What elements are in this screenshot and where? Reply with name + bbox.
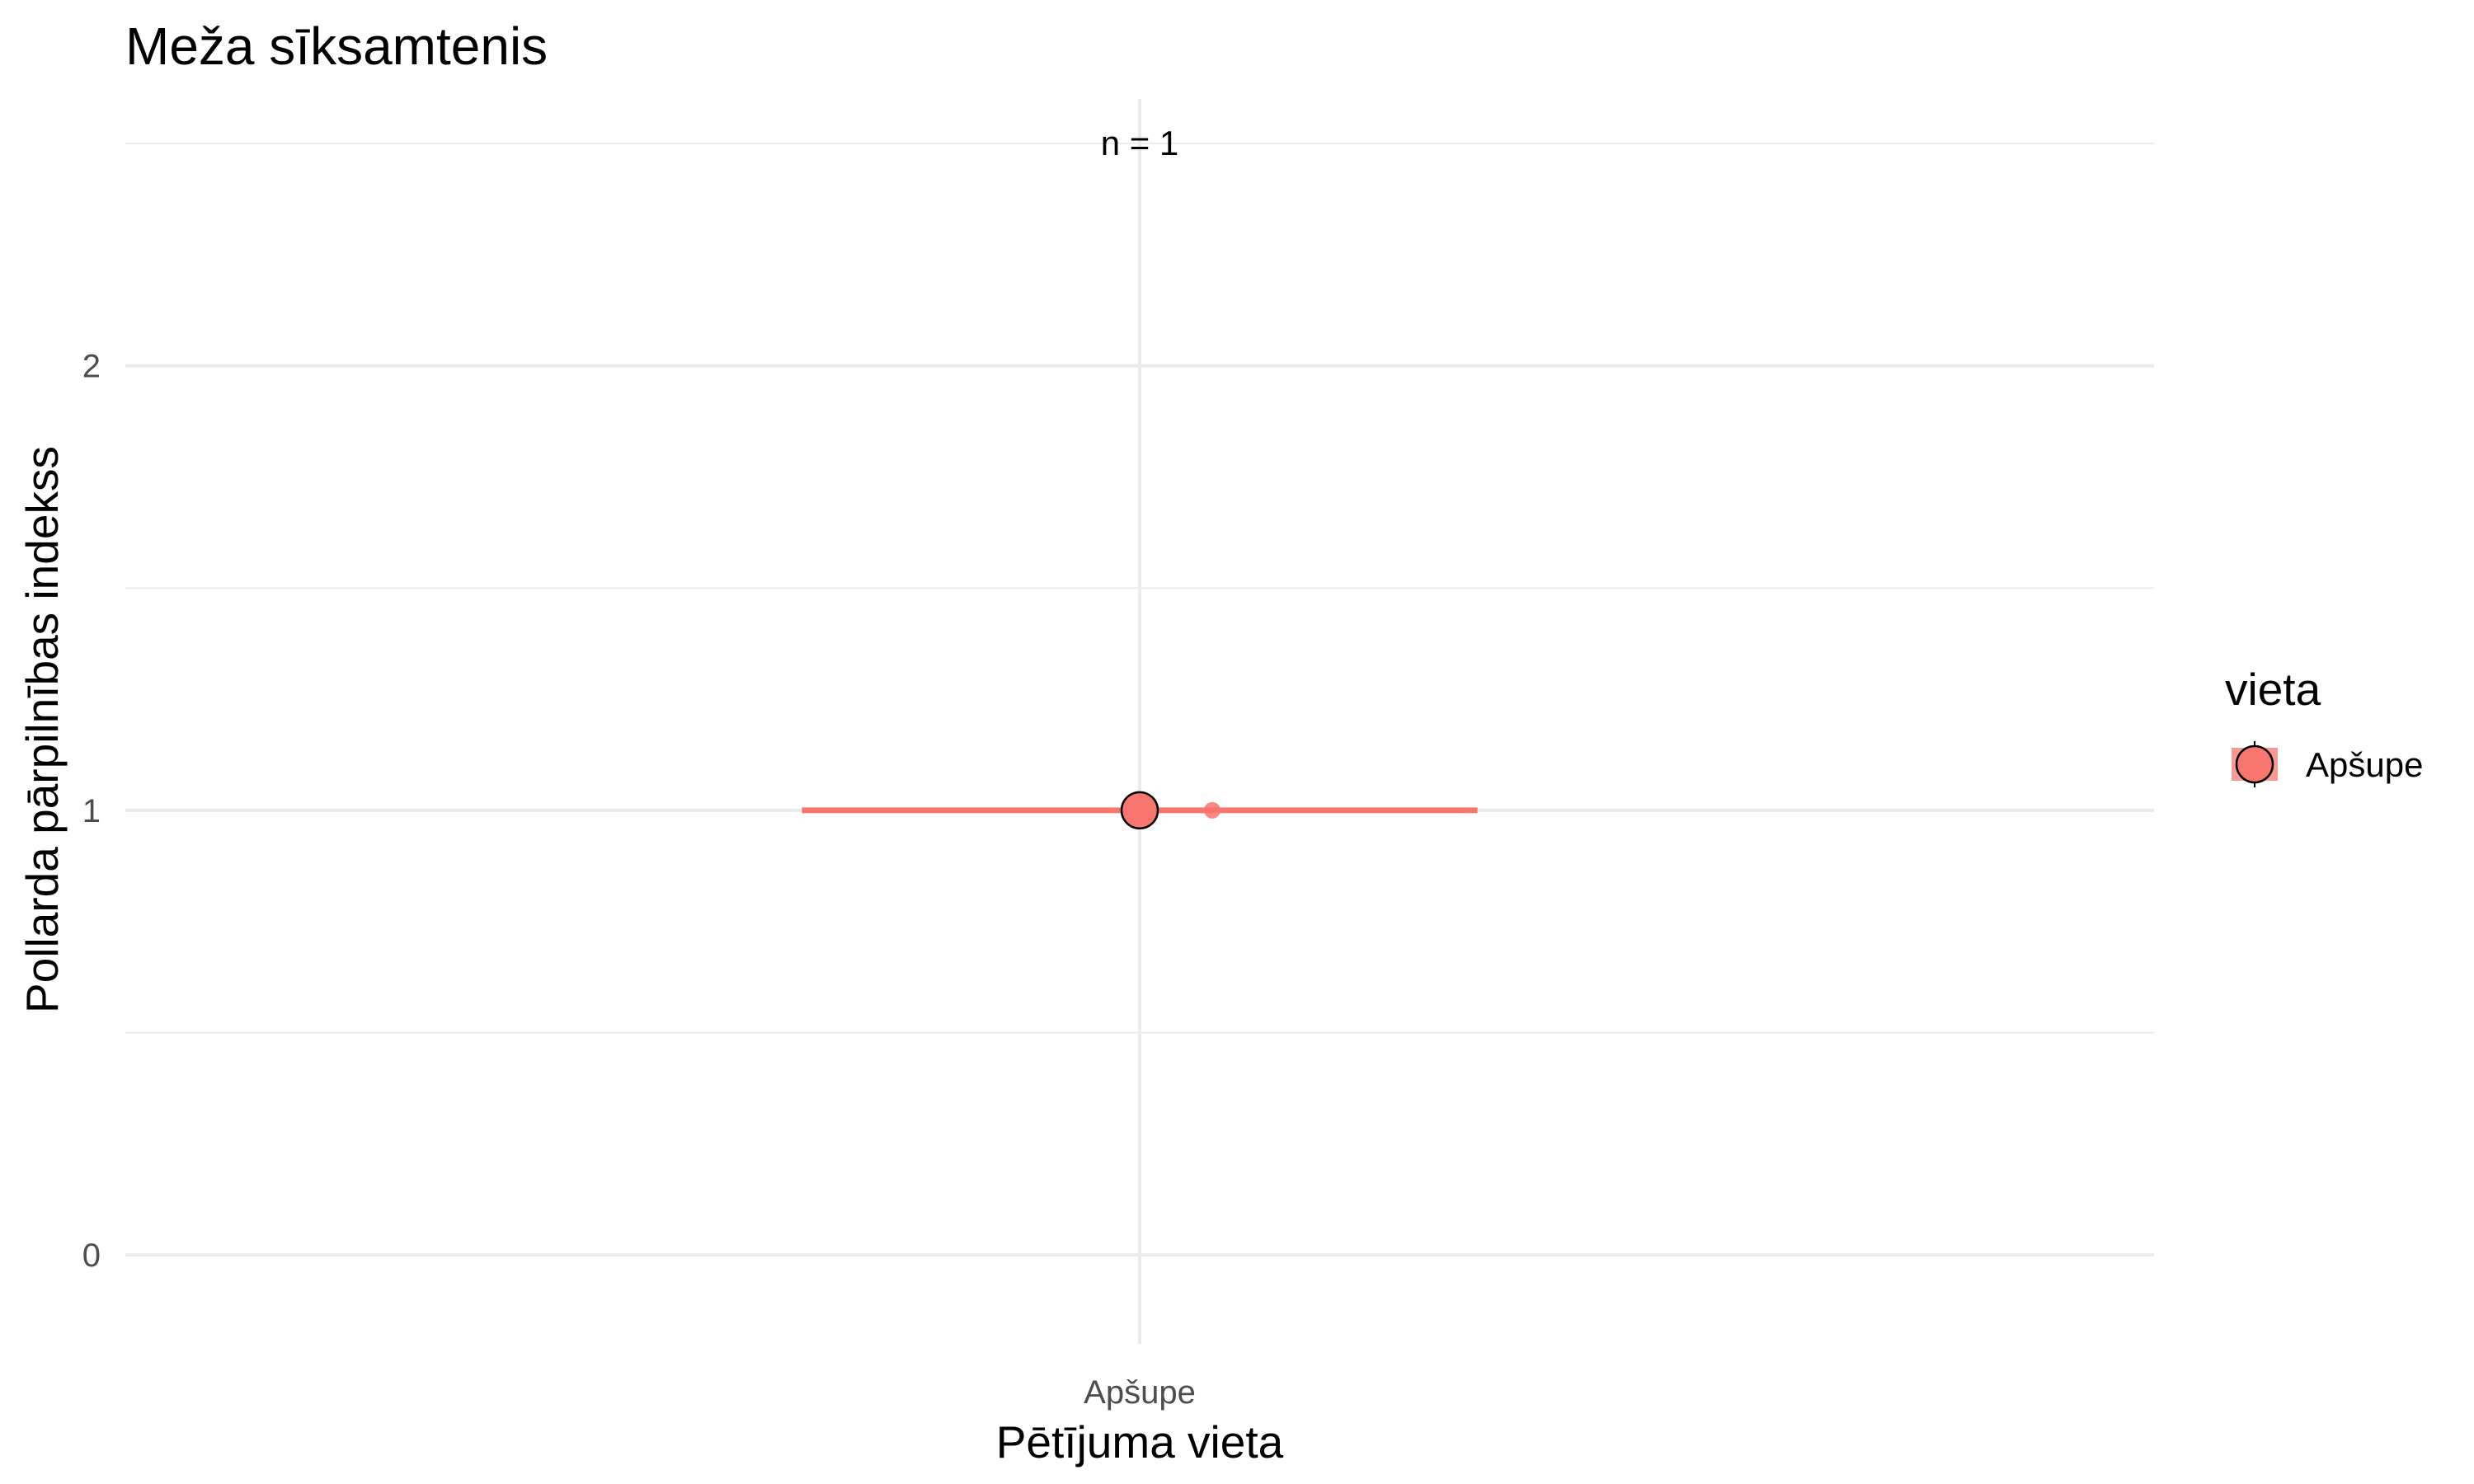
mean-point [1120, 791, 1159, 830]
x-tick-label: Apšupe [1084, 1374, 1196, 1411]
y-tick-label: 1 [82, 793, 101, 829]
y-axis-title: Pollarda pārpilnības indekss [16, 446, 68, 1013]
y-tick-label: 0 [82, 1237, 101, 1274]
marks: n = 1 [802, 124, 1478, 830]
data-point [1204, 801, 1221, 819]
y-tick-label: 2 [82, 349, 101, 385]
legend-label: Apšupe [2306, 745, 2423, 784]
legend-title: vieta [2225, 664, 2321, 715]
sample-size-label: n = 1 [1101, 124, 1179, 162]
x-axis-title: Pētījuma vieta [996, 1416, 1284, 1468]
ticks: 0 1 2 Apšupe [82, 349, 1196, 1411]
legend: vieta Apšupe [2225, 664, 2423, 787]
legend-key-point [2235, 744, 2274, 784]
grid [125, 99, 2154, 1344]
legend-key [2232, 741, 2278, 787]
chart-title: Meža sīksamtenis [125, 16, 548, 76]
